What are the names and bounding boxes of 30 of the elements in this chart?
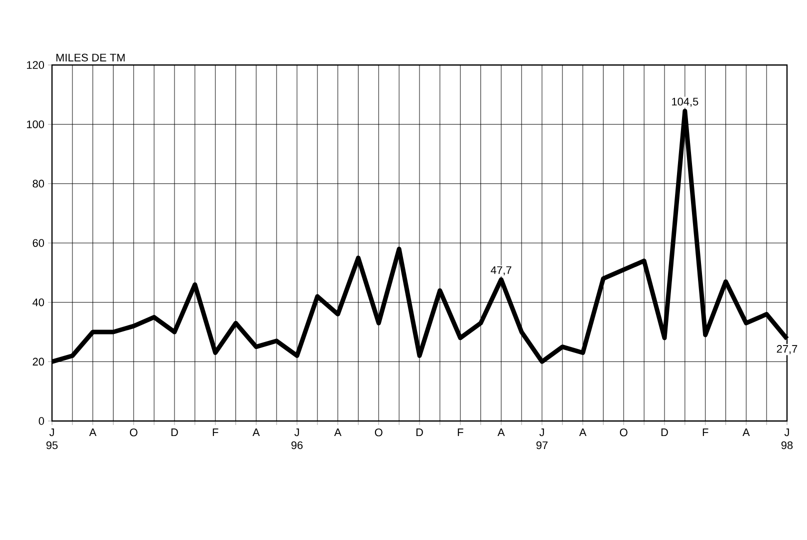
x-tick-label: A bbox=[89, 428, 96, 436]
x-tick-label: O bbox=[130, 428, 138, 436]
x-tick-label: J 98 bbox=[781, 428, 793, 450]
y-tick-label: 0 bbox=[38, 417, 44, 425]
x-tick-label: D bbox=[416, 428, 423, 436]
x-tick-label: J 96 bbox=[291, 428, 303, 450]
x-tick-label: F bbox=[458, 428, 464, 436]
x-tick-label: F bbox=[212, 428, 218, 436]
y-tick-label: 80 bbox=[32, 180, 44, 188]
x-tick-label: D bbox=[171, 428, 178, 436]
x-tick-label: J 97 bbox=[536, 428, 548, 450]
data-label: 47,7 bbox=[490, 266, 512, 276]
x-tick-label: O bbox=[374, 428, 382, 436]
y-tick-label: 40 bbox=[32, 298, 44, 306]
x-tick-label: J 95 bbox=[46, 428, 58, 450]
y-tick-label: 120 bbox=[27, 61, 44, 69]
data-label: 104,5 bbox=[672, 98, 698, 107]
y-tick-label: 60 bbox=[32, 239, 44, 247]
data-label: 27,7 bbox=[776, 345, 798, 354]
x-tick-label: A bbox=[742, 428, 750, 436]
x-tick-label: D bbox=[661, 428, 668, 436]
x-tick-label: A bbox=[579, 428, 586, 436]
x-tick-label: A bbox=[252, 428, 260, 436]
x-tick-label: A bbox=[334, 428, 342, 436]
x-tick-label: F bbox=[702, 428, 708, 436]
y-tick-label: 100 bbox=[27, 120, 44, 128]
y-tick-label: 20 bbox=[32, 358, 44, 366]
x-tick-label: O bbox=[620, 428, 628, 436]
x-tick-label: A bbox=[498, 428, 505, 436]
y-axis-title: MILES DE TM bbox=[56, 54, 125, 62]
